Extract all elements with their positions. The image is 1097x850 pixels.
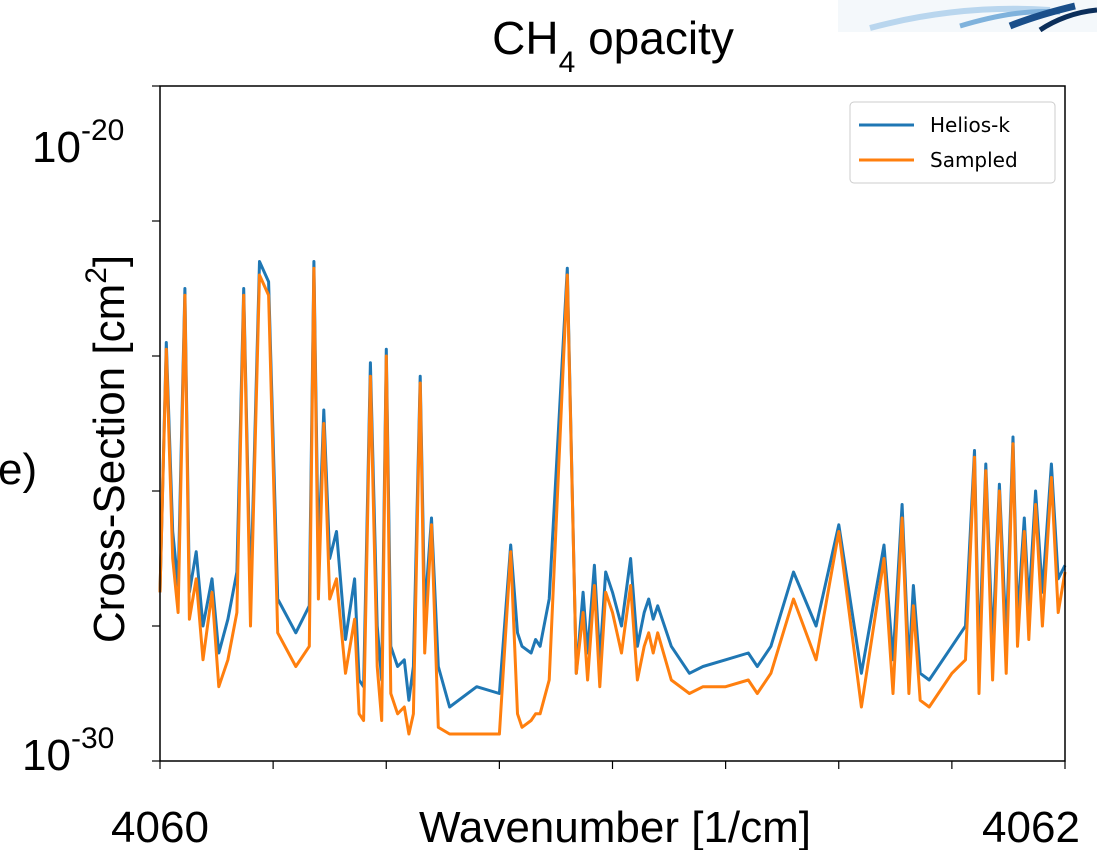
x-tick-label-left: 4060: [111, 803, 209, 850]
legend-label-helios-k: Helios-k: [930, 113, 1010, 137]
chart-title: CH4 opacity: [492, 12, 734, 79]
series-layer: [158, 260, 1067, 736]
y-tick-label-top: 10-20: [32, 114, 124, 172]
legend-box: [849, 101, 1056, 184]
legend: Helios-k Sampled: [849, 101, 1056, 184]
y-tick-label-bottom: 10-30: [22, 722, 114, 780]
series-line-helios-k: [158, 260, 1067, 709]
logo-fragment: [838, 0, 1097, 33]
y-axis-label: Cross-Section [cm2]: [80, 255, 134, 643]
chart-title-suffix: opacity: [575, 12, 734, 64]
panel-label: e): [0, 445, 37, 494]
y-axis-label-suffix: ]: [85, 255, 134, 267]
series-line-sampled: [158, 266, 1067, 736]
x-axis-label: Wavenumber [1/cm]: [419, 803, 811, 850]
y-axis-label-superscript: 2: [80, 267, 113, 284]
x-tick-label-right: 4062: [982, 803, 1080, 850]
legend-label-sampled: Sampled: [930, 148, 1018, 172]
plot-frame: [159, 85, 1066, 762]
chart-title-subscript: 4: [559, 46, 576, 79]
tick-marks: [152, 85, 1066, 769]
